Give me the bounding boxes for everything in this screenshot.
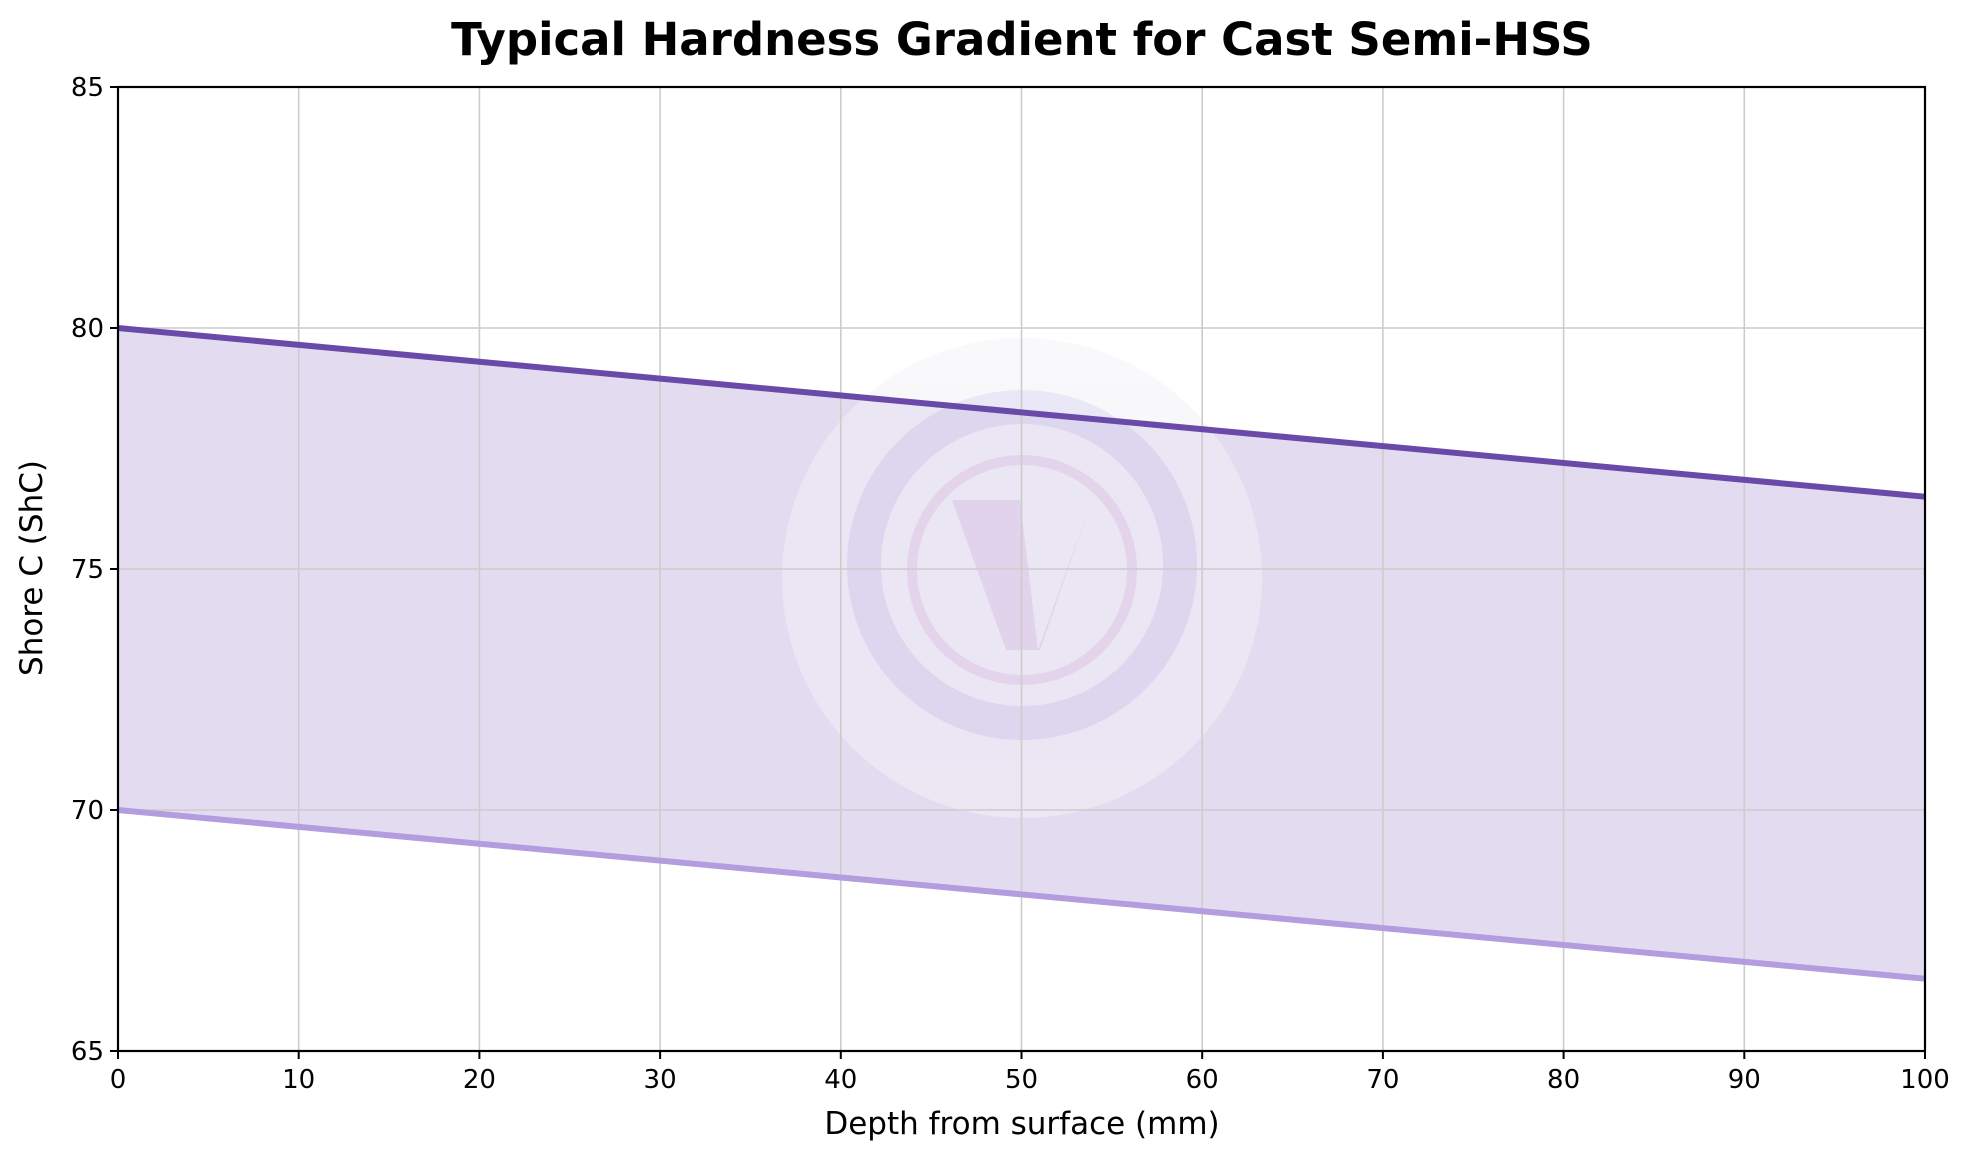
- y-tick-label: 75: [71, 555, 104, 585]
- x-tick-label: 20: [463, 1065, 496, 1095]
- x-tick-label: 40: [824, 1065, 857, 1095]
- x-tick-label: 30: [644, 1065, 677, 1095]
- x-tick-label: 60: [1186, 1065, 1219, 1095]
- x-tick-label: 90: [1728, 1065, 1761, 1095]
- x-tick-label: 80: [1547, 1065, 1580, 1095]
- x-tick-label: 50: [1005, 1065, 1038, 1095]
- upper-bound-line: [117, 325, 1926, 500]
- y-tick-label: 70: [71, 796, 104, 826]
- x-tick-label: 0: [110, 1065, 127, 1095]
- y-tick-label: 85: [71, 73, 104, 103]
- lower-bound-line: [117, 807, 1926, 982]
- y-tick-label: 80: [71, 314, 104, 344]
- x-tick-label: 70: [1366, 1065, 1399, 1095]
- chart-title: Typical Hardness Gradient for Cast Semi-…: [451, 13, 1593, 66]
- y-tick-label: 65: [71, 1037, 104, 1067]
- y-axis-label: Shore C (ShC): [14, 460, 50, 676]
- x-tick-label: 100: [1900, 1065, 1950, 1095]
- plot-area: 0 10 20 30 40 50 60 70 80 90 100 65 70 75 80 85: [71, 73, 1950, 1095]
- x-tick-label: 10: [282, 1065, 315, 1095]
- x-axis-label: Depth from surface (mm): [824, 1106, 1219, 1142]
